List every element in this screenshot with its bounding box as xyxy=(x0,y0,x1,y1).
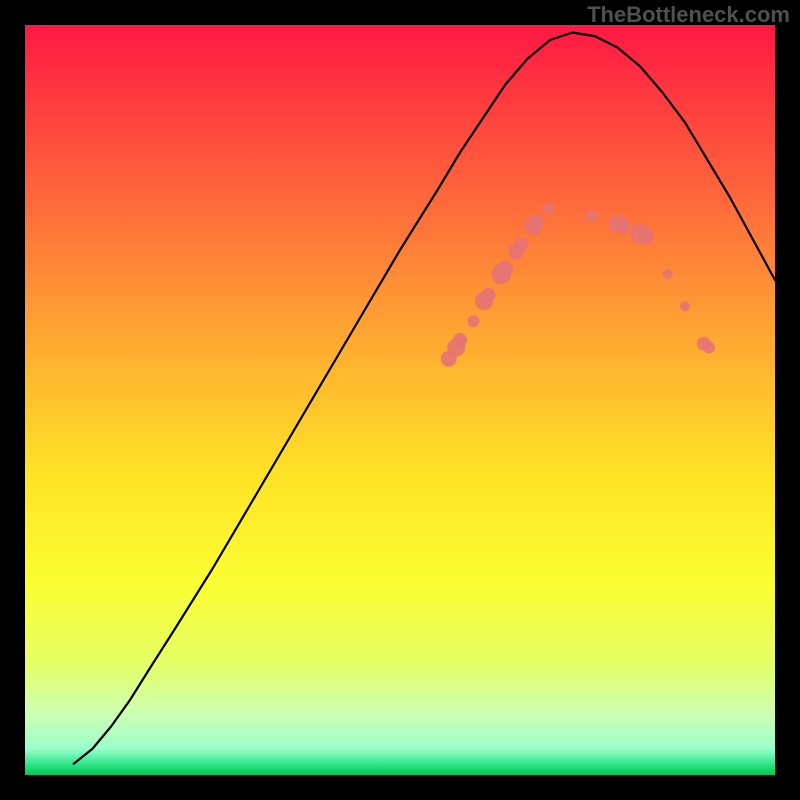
data-marker xyxy=(680,301,690,311)
data-marker xyxy=(530,215,544,229)
bottleneck-chart xyxy=(0,0,800,800)
data-marker xyxy=(638,229,654,245)
chart-container: TheBottleneck.com xyxy=(0,0,800,800)
data-marker xyxy=(453,333,467,347)
data-marker xyxy=(468,315,480,327)
data-marker xyxy=(543,203,555,215)
data-marker xyxy=(617,219,631,233)
data-marker xyxy=(663,269,673,279)
chart-gradient-bg xyxy=(25,25,775,775)
data-marker xyxy=(497,261,513,277)
data-marker xyxy=(515,237,529,251)
data-marker xyxy=(703,342,715,354)
data-marker xyxy=(585,210,597,222)
data-marker xyxy=(482,288,496,302)
watermark-text: TheBottleneck.com xyxy=(587,2,790,28)
